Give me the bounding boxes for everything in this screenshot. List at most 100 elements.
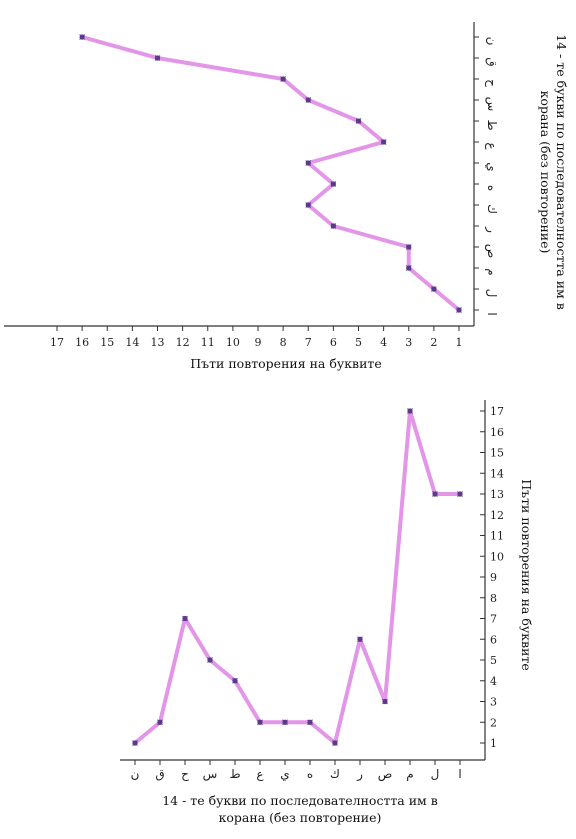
chart2-x-tick-label: ط: [229, 767, 240, 781]
chart1-data-point: [305, 97, 312, 103]
chart2-data-point: [407, 408, 413, 414]
chart1-tick-label: 7: [305, 336, 312, 349]
chart2-xlabel-line2: корана (без повторение): [219, 810, 382, 825]
chart1-tick-label: 10: [226, 336, 240, 349]
chart1-tick-label: 1: [456, 336, 463, 349]
chart2-x-tick-label: ح: [181, 767, 189, 781]
chart2-x-tick-label: ص: [378, 767, 393, 782]
chart2-y-tick-label: 7: [490, 613, 497, 626]
chart2-data-point: [282, 719, 288, 726]
chart1-letter-label: ص: [484, 244, 499, 259]
chart2-data-point: [432, 491, 438, 497]
chart1-tick-label: 16: [75, 336, 89, 349]
chart2-ylabel: Пъти повторения на буквите: [519, 479, 534, 670]
chart1-tick-label: 9: [255, 336, 262, 349]
chart2-data-point: [307, 719, 313, 726]
chart2-y-tick-label: 11: [490, 530, 504, 543]
chart1-letter-label: ي: [485, 162, 499, 171]
chart1-tick-label: 12: [176, 336, 190, 349]
chart1-letters-label-line2: корана (без повторение): [538, 91, 553, 254]
chart1-letter-label: م: [485, 268, 499, 275]
chart2-y-tick-label: 3: [490, 696, 497, 709]
chart1-letter-label: ط: [485, 119, 499, 130]
chart2-x-tick-label: ك: [330, 767, 340, 781]
chart2-x-tick-label: ع: [256, 767, 264, 781]
chart1-data-point: [355, 118, 362, 124]
chart2-y-tick-label: 17: [490, 405, 504, 418]
chart2-data-point: [157, 719, 163, 726]
chart1-data-point: [330, 223, 337, 229]
chart1-tick-label: 4: [380, 336, 387, 349]
chart2-y-tick-label: 13: [490, 488, 504, 501]
chart2-x-tick-label: م: [406, 767, 413, 781]
chart1-tick-label: 13: [151, 336, 165, 349]
chart2-x-tick-label: ه: [307, 767, 313, 781]
chart1-tick-label: 15: [100, 336, 114, 349]
chart2-xlabel-line1: 14 - те букви по последователността им в: [162, 793, 438, 808]
chart1-data-point: [456, 307, 462, 313]
chart1-data-point: [330, 181, 337, 187]
chart2-data-point: [357, 636, 363, 643]
chart2-y-tick-label: 6: [490, 633, 497, 646]
chart2-x-tick-label: س: [203, 767, 218, 782]
chart1-letter-label: ل: [485, 289, 499, 298]
chart1-letter-label: ه: [485, 185, 499, 191]
chart2-data-point: [132, 740, 138, 746]
chart1-letter-label: ك: [485, 204, 499, 214]
chart1-tick-label: 8: [280, 336, 287, 349]
chart2-y-tick-label: 5: [490, 654, 497, 667]
chart2-data-point: [182, 615, 188, 622]
chart1-letter-label: ن: [485, 37, 499, 46]
chart1-tick-label: 11: [201, 336, 215, 349]
chart1-data-point: [280, 76, 286, 82]
chart2-data-point: [332, 740, 338, 746]
chart2-data-point: [382, 698, 388, 705]
chart1-letter-label: ا: [485, 312, 499, 315]
chart1-data-point: [405, 265, 412, 271]
chart1-tick-label: 6: [330, 336, 337, 349]
chart2-x-tick-label: ن: [131, 767, 140, 781]
chart1-data-point: [305, 160, 312, 166]
chart2-data-point: [257, 719, 263, 726]
chart2-y-tick-label: 12: [490, 509, 504, 522]
chart1-data-point: [380, 139, 387, 145]
chart2-y-tick-label: 1: [490, 737, 497, 750]
chart2-series-line: [133, 409, 462, 745]
chart1-tick-label: 5: [355, 336, 362, 349]
chart1-data-point: [154, 55, 161, 61]
chart2-x-tick-label: ق: [155, 767, 164, 781]
chart1-tick-label: 17: [50, 336, 64, 349]
chart2-y-tick-label: 2: [490, 716, 497, 729]
chart2-x-tick-label: ل: [431, 767, 440, 781]
chart2-y-tick-label: 15: [490, 447, 504, 460]
chart2-y-tick-label: 8: [490, 592, 497, 605]
chart1-letter-label: ح: [485, 79, 499, 87]
chart1-letters-label-line1: 14 - те букви по последователността им в: [554, 34, 569, 310]
chart1-tick-label: 14: [125, 336, 139, 349]
chart2-x-tick-label: ي: [280, 767, 289, 781]
chart2-y-tick-label: 10: [490, 550, 504, 563]
chart2-y-tick-label: 16: [490, 426, 504, 439]
chart2-y-tick-label: 9: [490, 571, 497, 584]
chart2-x-tick-label: ا: [458, 767, 461, 781]
chart1-letter-label: ر: [484, 226, 499, 233]
chart1-tick-label: 3: [405, 336, 412, 349]
chart1-series-line: [80, 35, 461, 312]
chart1-repetition-label: Пъти повторения на буквите: [190, 356, 381, 371]
chart2-data-point: [232, 677, 238, 684]
chart1-data-point: [79, 34, 85, 40]
chart1-letter-label: ق: [485, 57, 499, 66]
chart1-data-point: [431, 286, 437, 292]
chart1-data-point: [405, 244, 412, 250]
chart2-y-tick-label: 4: [490, 675, 497, 688]
chart2-data-point: [207, 657, 213, 663]
chart2-x-tick-label: ر: [356, 767, 363, 782]
chart1-tick-label: 2: [430, 336, 437, 349]
chart1-data-point: [305, 202, 312, 208]
chart1-letter-label: ع: [485, 142, 499, 150]
chart2-y-tick-label: 14: [490, 467, 504, 480]
chart2-data-point: [457, 491, 463, 497]
chart1-letter-label: س: [484, 97, 499, 112]
